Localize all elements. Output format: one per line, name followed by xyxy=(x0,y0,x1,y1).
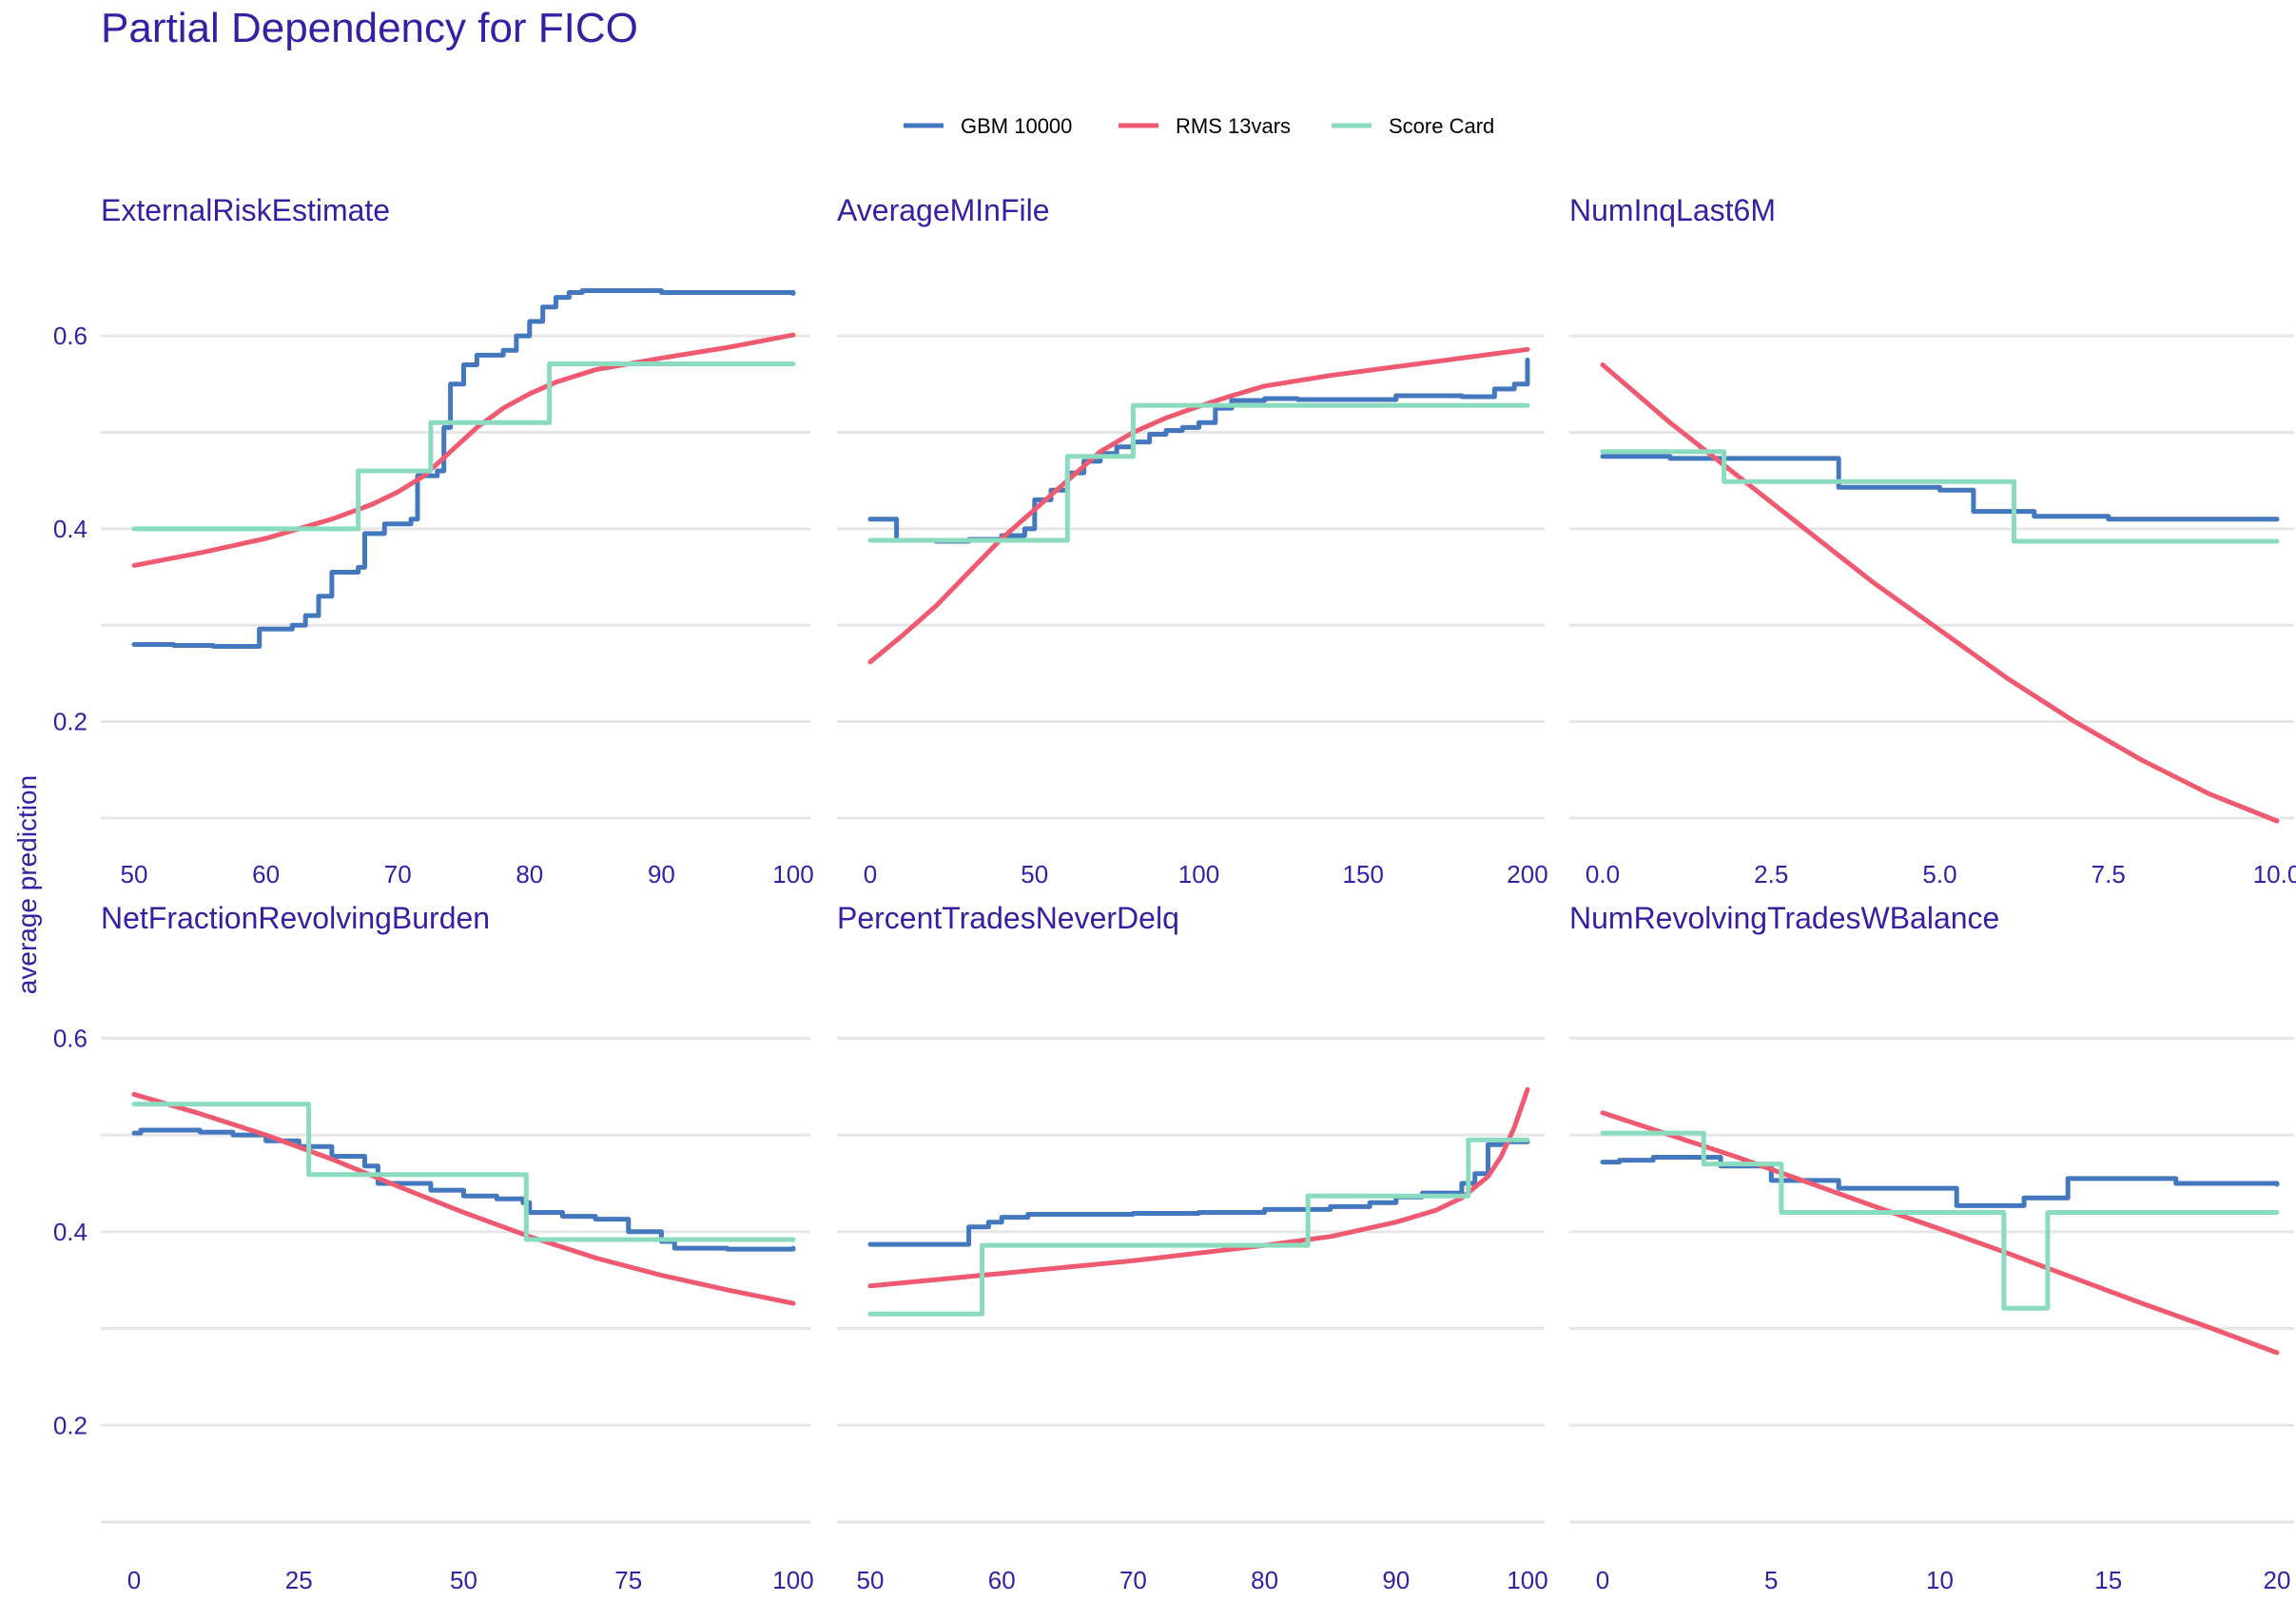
legend-label-rms-13vars: RMS 13vars xyxy=(1176,114,1291,138)
series-line-gbm-10000 xyxy=(131,1127,796,1252)
x-tick-label: 0 xyxy=(127,1566,141,1594)
panel-numrevolvingtradeswbalance: NumRevolvingTradesWBalance 0 5 10 15 20 xyxy=(1569,901,2294,1594)
series-line-gbm-10000 xyxy=(1600,1155,2280,1208)
x-tick-label: 50 xyxy=(1021,860,1048,889)
panel-title-externalriskestimate: ExternalRiskEstimate xyxy=(101,193,390,227)
x-tick-label: 80 xyxy=(516,860,543,889)
x-tick-label: 60 xyxy=(988,1566,1016,1594)
x-tick-label: 100 xyxy=(1507,1566,1547,1594)
x-tick-label: 100 xyxy=(772,860,813,889)
legend-label-score-card: Score Card xyxy=(1389,114,1494,138)
x-tick-label: 20 xyxy=(2264,1566,2291,1594)
series-line-rms-13vars xyxy=(131,1091,796,1306)
series-line-gbm-10000 xyxy=(1600,454,2280,522)
panel-numinqlast6m: NumInqLast6M 0.0 2.5 5.0 7.5 10.0 xyxy=(1569,193,2296,889)
x-tick-label: 150 xyxy=(1343,860,1384,889)
y-tick-label: 0.6 xyxy=(53,322,88,350)
y-tick-label: 0.4 xyxy=(53,515,88,543)
x-tick-label: 70 xyxy=(384,860,412,889)
x-tick-label: 80 xyxy=(1251,1566,1278,1594)
legend: GBM 10000 RMS 13vars Score Card xyxy=(904,114,1494,138)
x-tick-label: 10.0 xyxy=(2253,860,2296,889)
x-tick-label: 10 xyxy=(1926,1566,1954,1594)
panel-netfractionrevolvingburden: 0.2 0.4 0.6 NetFractionRevolvingBurden 0 25 50… xyxy=(53,901,814,1594)
x-tick-label: 25 xyxy=(285,1566,313,1594)
series-line-rms-13vars xyxy=(867,1086,1530,1289)
x-tick-label: 90 xyxy=(648,860,675,889)
y-tick-label: 0.4 xyxy=(53,1218,88,1246)
series-line-score-card xyxy=(131,361,796,532)
y-tick-label: 0.2 xyxy=(53,1411,88,1439)
panel-title-netfractionrevolvingburden: NetFractionRevolvingBurden xyxy=(101,901,490,935)
x-tick-label: 100 xyxy=(1178,860,1219,889)
panel-externalriskestimate: 0.2 0.4 0.6 ExternalRiskEstimate 50 60 70 80 90 1… xyxy=(53,193,814,889)
series-line-gbm-10000 xyxy=(867,1139,1530,1247)
series-line-rms-13vars xyxy=(1600,1110,2280,1356)
x-tick-label: 50 xyxy=(121,860,148,889)
series-line-gbm-10000 xyxy=(131,288,796,649)
y-axis-label: average prediction xyxy=(12,775,42,994)
series-line-rms-13vars xyxy=(1600,362,2280,824)
panel-title-numrevolvingtradeswbalance: NumRevolvingTradesWBalance xyxy=(1569,901,1999,935)
legend-label-gbm-10000: GBM 10000 xyxy=(961,114,1072,138)
chart-title: Partial Dependency for FICO xyxy=(101,5,638,51)
series-line-score-card xyxy=(131,1102,796,1242)
y-tick-label: 0.2 xyxy=(53,708,88,736)
x-tick-label: 50 xyxy=(450,1566,477,1594)
panel-averageminfile: AverageMInFile 0 50 100 150 200 xyxy=(837,193,1548,889)
legend-item-gbm-10000: GBM 10000 xyxy=(904,114,1072,138)
x-tick-label: 2.5 xyxy=(1754,860,1788,889)
x-tick-label: 5.0 xyxy=(1922,860,1956,889)
x-tick-label: 0 xyxy=(1596,1566,1609,1594)
x-tick-label: 100 xyxy=(772,1566,813,1594)
panel-percenttradesneverdelq: PercentTradesNeverDelq 50 60 70 80 90 100 xyxy=(837,901,1548,1594)
x-tick-label: 90 xyxy=(1382,1566,1410,1594)
series-line-score-card xyxy=(867,1137,1530,1317)
x-tick-label: 5 xyxy=(1764,1566,1778,1594)
panel-title-percenttradesneverdelq: PercentTradesNeverDelq xyxy=(837,901,1179,935)
series-line-gbm-10000 xyxy=(867,357,1530,544)
series-line-score-card xyxy=(1600,449,2280,544)
y-tick-label: 0.6 xyxy=(53,1024,88,1052)
x-tick-label: 0 xyxy=(864,860,877,889)
x-tick-label: 60 xyxy=(252,860,280,889)
legend-item-rms-13vars: RMS 13vars xyxy=(1119,114,1291,138)
x-tick-label: 15 xyxy=(2094,1566,2122,1594)
panel-title-averageminfile: AverageMInFile xyxy=(837,193,1050,227)
x-tick-label: 200 xyxy=(1507,860,1547,889)
x-tick-label: 75 xyxy=(614,1566,642,1594)
x-tick-label: 70 xyxy=(1119,1566,1147,1594)
x-tick-label: 50 xyxy=(857,1566,885,1594)
x-tick-label: 0.0 xyxy=(1586,860,1620,889)
x-tick-label: 7.5 xyxy=(2092,860,2126,889)
panel-title-numinqlast6m: NumInqLast6M xyxy=(1569,193,1776,227)
series-line-score-card xyxy=(867,402,1530,543)
legend-item-score-card: Score Card xyxy=(1332,114,1494,138)
series-line-score-card xyxy=(1600,1130,2280,1311)
